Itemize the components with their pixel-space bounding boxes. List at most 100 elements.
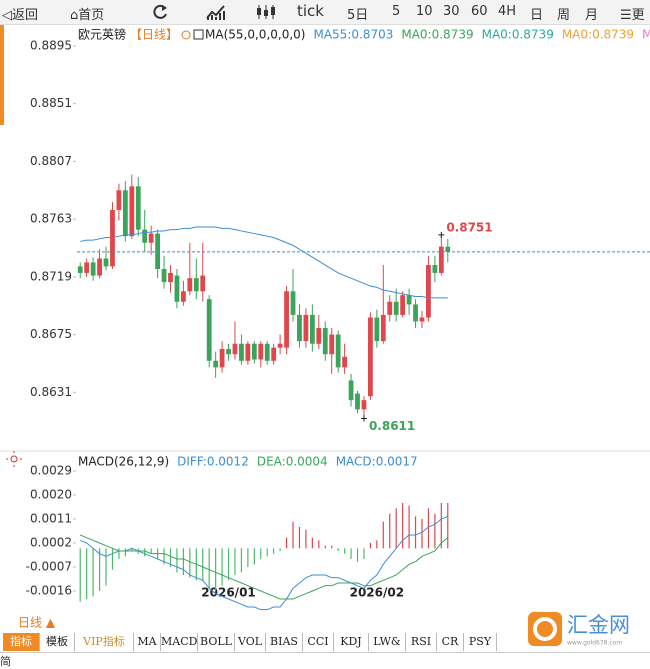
period-button[interactable]: 周 (557, 8, 571, 23)
indicator-tabs: 指标 模板 VIP指标 MA MACD BOLL VOL BIAS CCI KDJ LW& RSI CR… (3, 633, 497, 651)
annotation-marker (438, 231, 445, 238)
more-button[interactable]: ☰更 (620, 8, 645, 23)
candle-body (406, 295, 412, 305)
y-tick-label: 0.0002 (30, 536, 72, 550)
candle-body (200, 275, 206, 292)
indicator-tab[interactable]: PSY (464, 633, 497, 651)
logo-text: 汇金网 (567, 613, 630, 637)
candle-body (103, 258, 109, 267)
y-tick-label: 0.8631 (30, 385, 72, 399)
legend-entry: MACD:0.0017 (336, 455, 418, 469)
candle-body (361, 400, 367, 410)
candle-body (97, 258, 102, 276)
candle-body (84, 262, 90, 273)
candle-body (367, 317, 373, 397)
chart: 日线 ▲ 汇金网 www.gold678.com 0.8895 0.8851 0.8… (0, 25, 650, 647)
settings-icon (181, 30, 191, 40)
candle-body (355, 393, 360, 410)
indicator-tab[interactable]: 模板 (40, 633, 75, 651)
candle-body (174, 275, 180, 302)
back-button[interactable]: ◁返回 (2, 8, 39, 23)
candle-body (374, 317, 380, 342)
period-button[interactable]: 4H (498, 4, 517, 19)
y-tick-label: -0.0016 (26, 584, 72, 598)
candle-icon[interactable] (255, 3, 277, 21)
line-chart-icon[interactable] (205, 3, 227, 21)
indicator-tab[interactable]: LW& (369, 633, 406, 651)
chart-title: 欧元英镑 (78, 27, 126, 42)
candle-body (193, 278, 199, 292)
candle-body (239, 343, 244, 361)
candle-body (303, 314, 309, 342)
period-button[interactable]: 30 (443, 4, 460, 19)
indicator-tab[interactable]: MACD (161, 633, 198, 651)
logo-icon (528, 612, 562, 646)
candle-body (419, 317, 425, 322)
candle-body (380, 314, 386, 342)
indicator-tab[interactable]: VOL (235, 633, 266, 651)
indicator-label: MACD(26,12,9) (78, 455, 169, 469)
y-tick-label: 0.0011 (30, 512, 72, 526)
series-line (80, 226, 448, 299)
candle-body (329, 334, 335, 355)
candle-body (342, 356, 348, 368)
toolbar: ◁返回 ⌂首页 tick 5日 5 10 30 60 4H 日 周 月 ☰更 (0, 0, 650, 25)
logo-ring (533, 617, 557, 641)
indicator-tab[interactable]: BOLL (198, 633, 235, 651)
candle-body (387, 301, 393, 315)
candle-body (122, 190, 128, 237)
y-tick-label: -0.0007 (26, 560, 72, 574)
period-button[interactable]: 10 (416, 4, 433, 19)
chart-title: 【日线】 (130, 28, 178, 42)
indicator-tab[interactable]: CCI (303, 633, 334, 651)
candle-body (168, 272, 173, 283)
period-button[interactable]: 日 (530, 8, 544, 23)
legend-entry: MA55:0.8703 (313, 28, 393, 42)
footer: 简 (0, 652, 650, 669)
legend-entry: MA0:0.8739 (401, 28, 473, 42)
x-tick-label: 2026/01 (201, 586, 255, 600)
candle-body (322, 328, 328, 355)
label: 首页 (78, 8, 105, 23)
candle-body (135, 186, 141, 230)
candle-body (180, 291, 186, 302)
period-button[interactable]: 5日 (347, 8, 369, 23)
indicator-tab[interactable]: BIAS (266, 633, 303, 651)
annotation: 0.8751 (446, 220, 492, 234)
y-tick-label: 0.8895 (30, 38, 72, 52)
candle-body (348, 380, 354, 401)
y-tick-label: 0.0020 (30, 488, 72, 502)
indicator-tab[interactable]: CR (437, 633, 464, 651)
refresh-icon[interactable] (150, 3, 170, 21)
candle-body (309, 314, 315, 344)
indicator-tab[interactable]: VIP指标 (75, 633, 134, 651)
legend-entry: MA0: (642, 28, 650, 42)
side-marker (0, 25, 4, 125)
period-button[interactable]: 月 (585, 8, 599, 23)
candle-body (129, 186, 135, 237)
period-label[interactable]: 日线 ▲ (18, 616, 56, 630)
period-button[interactable]: 5 (392, 4, 401, 19)
candle-body (245, 343, 251, 361)
tick-button[interactable]: tick (297, 2, 324, 20)
legend-entry: MA0:0.8739 (482, 28, 554, 42)
home-button[interactable]: ⌂首页 (70, 8, 105, 23)
label: 更 (631, 8, 645, 23)
legend-entry: DEA:0.0004 (257, 455, 328, 469)
candle-body (258, 343, 264, 360)
indicator-tab[interactable]: MA (134, 633, 161, 651)
candle-body (219, 348, 225, 368)
candle-body (187, 278, 193, 292)
candle-body (264, 343, 270, 361)
period-button[interactable]: 60 (471, 4, 488, 19)
y-tick-label: 0.8675 (30, 327, 72, 341)
logo-url: www.gold678.com (567, 640, 622, 647)
candle-body (213, 360, 219, 368)
y-tick-label: 0.8807 (30, 154, 72, 168)
candle-body (148, 233, 154, 243)
indicator-tab[interactable]: KDJ (334, 633, 369, 651)
y-tick-label: 0.8719 (30, 269, 72, 283)
indicator-tab[interactable]: 指标 (3, 633, 40, 651)
indicator-tab[interactable]: RSI (406, 633, 437, 651)
